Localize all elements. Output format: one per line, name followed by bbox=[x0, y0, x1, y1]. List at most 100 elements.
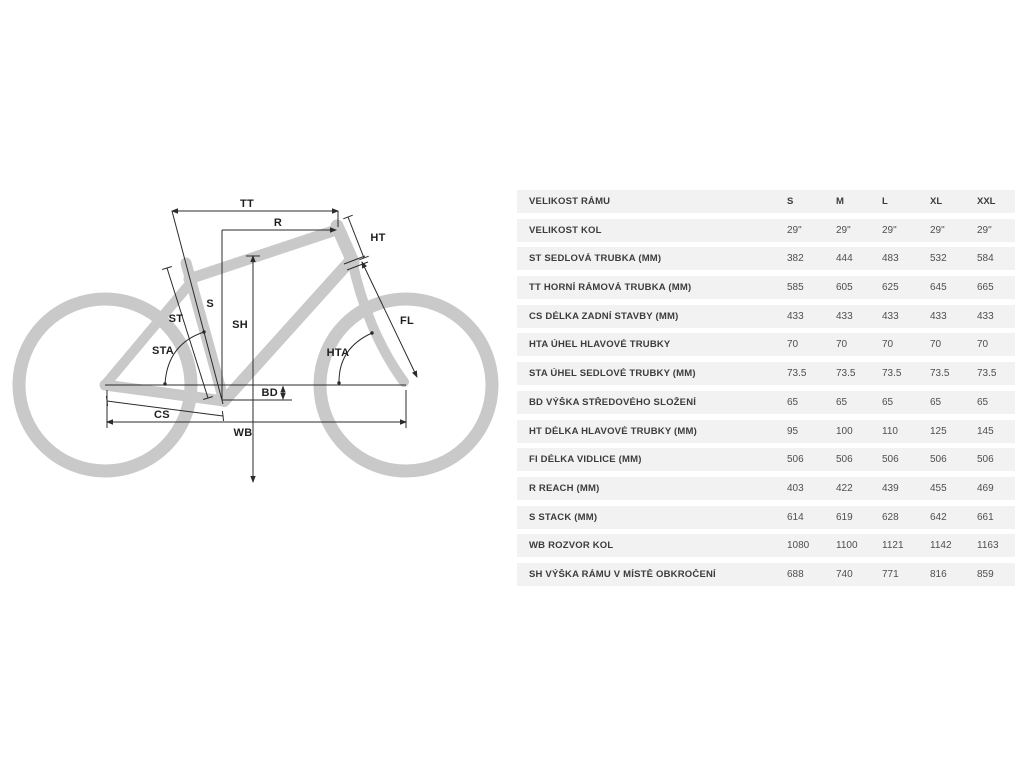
geometry-table: VELIKOST RÁMU S M L XL XXL VELIKOST KOL … bbox=[517, 190, 1015, 586]
geometry-svg: TT R HT FL S SH ST STA HTA BD CS WB bbox=[12, 198, 499, 483]
row-label: TT HORNÍ RÁMOVÁ TRUBKA (MM) bbox=[529, 282, 692, 294]
row-value: 506 bbox=[787, 454, 804, 466]
table-row: FI DÉLKA VIDLICE (MM) 506 506 506 506 50… bbox=[517, 448, 1015, 472]
hta-arc-dot bbox=[370, 331, 374, 335]
row-label: BD VÝŠKA STŘEDOVÉHO SLOŽENÍ bbox=[529, 396, 697, 408]
dim-cs-tick-right bbox=[221, 410, 225, 422]
row-value: 740 bbox=[836, 568, 853, 580]
header-label: VELIKOST RÁMU bbox=[529, 196, 611, 207]
sta-arc-dot bbox=[163, 382, 167, 386]
hta-arc-dot bbox=[337, 381, 341, 385]
dim-label-bd: BD bbox=[262, 387, 279, 399]
row-label: R REACH (MM) bbox=[529, 482, 600, 494]
fork bbox=[347, 255, 409, 387]
dim-label-r: R bbox=[274, 217, 282, 229]
row-value: 1100 bbox=[836, 540, 858, 552]
dim-label-sta: STA bbox=[152, 345, 174, 357]
row-value: 70 bbox=[977, 339, 989, 351]
row-value: 1121 bbox=[882, 540, 904, 552]
row-value: 619 bbox=[836, 511, 853, 523]
row-value: 444 bbox=[836, 253, 853, 265]
row-label: SH VÝŠKA RÁMU V MÍSTĚ OBKROČENÍ bbox=[529, 568, 716, 580]
table-row: HTA ÚHEL HLAVOVÉ TRUBKY 70 70 70 70 70 bbox=[517, 333, 1015, 357]
dim-cs-line bbox=[106, 400, 224, 417]
row-label: WB ROZVOR KOL bbox=[529, 540, 614, 552]
row-value: 73.5 bbox=[787, 368, 807, 380]
row-label: S STACK (MM) bbox=[529, 511, 598, 523]
row-value: 65 bbox=[787, 396, 799, 408]
row-value: 433 bbox=[836, 310, 853, 322]
hta-angle-arc bbox=[338, 332, 373, 384]
column-header-xl: XL bbox=[930, 196, 943, 207]
row-value: 605 bbox=[836, 282, 853, 294]
row-value: 645 bbox=[930, 282, 947, 294]
dim-label-cs: CS bbox=[154, 409, 170, 421]
table-row: CS DÉLKA ZADNÍ STAVBY (MM) 433 433 433 4… bbox=[517, 304, 1015, 328]
column-header-m: M bbox=[836, 196, 844, 207]
row-value: 771 bbox=[882, 568, 899, 580]
table-row: S STACK (MM) 614 619 628 642 661 bbox=[517, 505, 1015, 529]
sta-arc-dot bbox=[202, 330, 206, 334]
dim-label-st: ST bbox=[169, 313, 184, 325]
dim-label-tt: TT bbox=[240, 198, 254, 210]
row-value: 1080 bbox=[787, 540, 810, 552]
row-value: 422 bbox=[836, 482, 853, 494]
row-value: 506 bbox=[930, 454, 947, 466]
dim-label-fl: FL bbox=[400, 315, 414, 327]
row-value: 1142 bbox=[930, 540, 952, 552]
row-value: 100 bbox=[836, 425, 853, 437]
row-value: 70 bbox=[787, 339, 799, 351]
dim-st-tick-top bbox=[162, 266, 172, 270]
row-value: 816 bbox=[930, 568, 947, 580]
row-value: 29" bbox=[930, 224, 945, 236]
row-value: 483 bbox=[882, 253, 899, 265]
dim-fl-line bbox=[361, 261, 418, 378]
table-row: ST SEDLOVÁ TRUBKA (MM) 382 444 483 532 5… bbox=[517, 247, 1015, 271]
row-value: 628 bbox=[882, 511, 899, 523]
row-value: 433 bbox=[787, 310, 804, 322]
row-label: FI DÉLKA VIDLICE (MM) bbox=[529, 454, 642, 466]
seat-tube-axis-line bbox=[171, 210, 224, 405]
row-value: 665 bbox=[977, 282, 994, 294]
row-value: 433 bbox=[977, 310, 994, 322]
row-value: 506 bbox=[882, 454, 899, 466]
row-value: 439 bbox=[882, 482, 899, 494]
row-value: 29" bbox=[977, 224, 992, 236]
dim-label-hta: HTA bbox=[327, 347, 350, 359]
top-tube bbox=[183, 223, 345, 285]
row-value: 65 bbox=[930, 396, 942, 408]
row-value: 625 bbox=[882, 282, 899, 294]
column-header-l: L bbox=[882, 196, 888, 207]
row-value: 688 bbox=[787, 568, 804, 580]
row-value: 433 bbox=[930, 310, 947, 322]
bike-frame bbox=[12, 219, 499, 478]
dim-ht-tick-top bbox=[343, 214, 353, 220]
table-row: TT HORNÍ RÁMOVÁ TRUBKA (MM) 585 605 625 … bbox=[517, 276, 1015, 300]
row-value: 145 bbox=[977, 425, 994, 437]
bike-geometry-diagram: TT R HT FL S SH ST STA HTA BD CS WB bbox=[0, 180, 512, 500]
row-value: 29" bbox=[882, 224, 897, 236]
dim-label-s: S bbox=[206, 298, 214, 310]
sta-angle-arc bbox=[164, 331, 205, 385]
dim-label-ht: HT bbox=[370, 232, 385, 244]
table-row: R REACH (MM) 403 422 439 455 469 bbox=[517, 476, 1015, 500]
seatstay-tube bbox=[100, 275, 198, 390]
row-value: 65 bbox=[836, 396, 848, 408]
row-label: STA ÚHEL SEDLOVÉ TRUBKY (MM) bbox=[529, 368, 696, 380]
dim-label-sh: SH bbox=[232, 319, 248, 331]
row-value: 661 bbox=[977, 511, 994, 523]
row-value: 29" bbox=[836, 224, 851, 236]
fork-crown-hash-1 bbox=[343, 255, 366, 265]
table-row: HT DÉLKA HLAVOVÉ TRUBKY (MM) 95 100 110 … bbox=[517, 419, 1015, 443]
column-header-s: S bbox=[787, 196, 794, 207]
dim-ht-tick-bottom bbox=[359, 255, 369, 261]
row-value: 29" bbox=[787, 224, 802, 236]
row-label: ST SEDLOVÁ TRUBKA (MM) bbox=[529, 253, 662, 265]
row-value: 73.5 bbox=[882, 368, 902, 380]
table-row: WB ROZVOR KOL 1080 1100 1121 1142 1163 bbox=[517, 534, 1015, 558]
chainstay-tube bbox=[99, 379, 230, 407]
row-value: 70 bbox=[836, 339, 848, 351]
row-value: 859 bbox=[977, 568, 994, 580]
row-value: 642 bbox=[930, 511, 947, 523]
row-label: CS DÉLKA ZADNÍ STAVBY (MM) bbox=[529, 310, 679, 322]
